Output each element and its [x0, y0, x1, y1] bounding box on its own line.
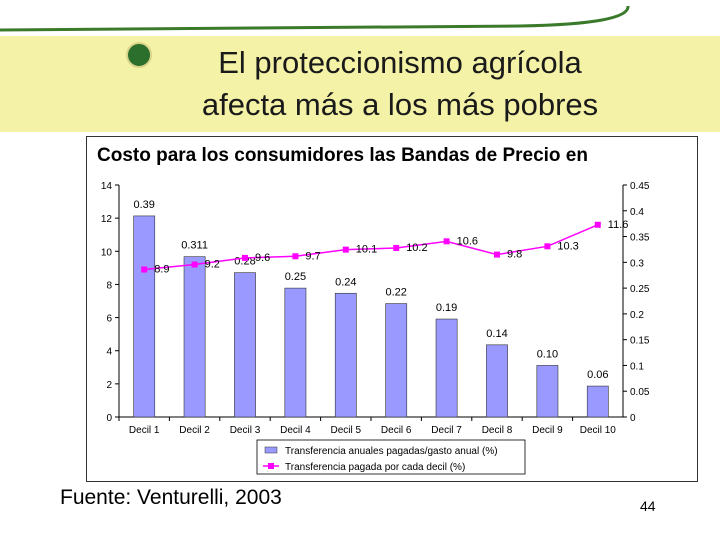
x-tick-label: Decil 2 [179, 425, 210, 436]
bar [334, 292, 357, 418]
line-data-label: 8.9 [154, 264, 169, 276]
slide-title: El proteccionismo agrícola afecta más a … [120, 42, 680, 126]
right-tick-label: 0.45 [630, 181, 650, 192]
right-tick-label: 0.15 [630, 336, 650, 347]
bar [183, 256, 206, 418]
decorative-curve [0, 5, 630, 32]
globe-bullet-icon [126, 42, 152, 68]
line-data-label: 11.6 [608, 219, 629, 231]
bar-data-label: 0.39 [133, 199, 154, 211]
line-point [494, 251, 500, 258]
line-point [141, 266, 148, 273]
line-data-label: 10.3 [557, 240, 578, 252]
bar-data-label: 0.06 [587, 369, 608, 381]
legend-bar-label: Transferencia anuales pagadas/gasto anua… [285, 446, 498, 457]
bar [133, 215, 156, 418]
bar-data-label: 0.24 [335, 276, 356, 288]
line-point [242, 254, 248, 261]
legend-box [256, 439, 526, 475]
page-number: 44 [640, 498, 656, 514]
bar-data-label: 0.22 [385, 287, 406, 299]
line-point [544, 243, 551, 250]
x-tick-label: Decil 8 [482, 425, 513, 436]
left-tick-label: 2 [106, 380, 112, 391]
bar [486, 344, 508, 418]
bar [586, 385, 609, 418]
left-tick-label: 0 [106, 413, 112, 424]
line-data-label: 10.2 [406, 242, 427, 254]
x-tick-label: Decil 7 [431, 425, 462, 436]
line-data-label: 9.7 [305, 250, 320, 262]
bar-data-label: 0.19 [436, 302, 457, 314]
line-data-label: 10.6 [457, 235, 478, 247]
chart-title: Costo para los consumidores las Bandas d… [97, 145, 588, 166]
left-tick-label: 8 [106, 280, 112, 291]
line-point [443, 238, 450, 245]
x-tick-label: Decil 3 [230, 425, 261, 436]
x-tick-label: Decil 10 [580, 425, 617, 436]
source-note: Fuente: Venturelli, 2003 [60, 486, 282, 509]
title-band [0, 36, 720, 132]
bar-data-label: 0.25 [285, 271, 306, 283]
bar-data-label: 0.10 [537, 348, 558, 360]
line-point [292, 253, 299, 260]
bar [536, 365, 559, 418]
left-tick-label: 12 [101, 214, 113, 225]
x-tick-label: Decil 9 [532, 425, 563, 436]
right-tick-label: 0.3 [630, 258, 644, 269]
x-tick-label: Decil 6 [381, 425, 412, 436]
slide-title-line1: El proteccionismo agrícola [218, 45, 582, 80]
right-tick-label: 0.2 [630, 310, 644, 321]
legend-line-label: Transferencia pagada por cada decil (%) [285, 462, 465, 473]
x-tick-label: Decil 5 [331, 425, 362, 436]
bar [284, 287, 307, 418]
x-tick-label: Decil 4 [280, 425, 311, 436]
legend-line-marker [268, 463, 274, 469]
legend-bar-swatch [264, 446, 278, 454]
bar [234, 272, 256, 418]
bar [385, 303, 408, 418]
left-tick-label: 6 [106, 314, 112, 325]
right-tick-label: 0 [630, 413, 636, 424]
left-tick-label: 10 [101, 247, 113, 258]
line-point [594, 221, 601, 228]
line-data-label: 9.6 [255, 252, 270, 264]
line-point [393, 244, 400, 251]
left-tick-label: 4 [106, 347, 112, 358]
right-tick-label: 0.4 [630, 207, 644, 218]
right-tick-label: 0.35 [630, 233, 650, 244]
left-tick-label: 14 [101, 181, 113, 192]
line-point [342, 246, 349, 253]
right-tick-label: 0.25 [630, 284, 650, 295]
line-point [191, 261, 198, 268]
combo-chart: 0 2 4 6 8 10 12 14 0 0.05 0.1 0.15 0.2 0.25 0.3 0.35 0.4… [101, 181, 650, 475]
line-series [144, 224, 599, 271]
right-tick-label: 0.05 [630, 387, 650, 398]
right-tick-label: 0.1 [630, 361, 644, 372]
bar-data-label: 0.311 [181, 240, 208, 252]
line-data-label: 10.1 [356, 244, 377, 256]
slide-title-line2: afecta más a los más pobres [201, 87, 599, 122]
bar [435, 318, 458, 418]
line-data-label: 9.8 [507, 249, 522, 261]
bar-data-label: 0.14 [486, 328, 507, 340]
chart-panel: Costo para los consumidores las Bandas d… [86, 136, 698, 482]
line-data-label: 9.2 [205, 259, 220, 271]
x-tick-label: Decil 1 [129, 425, 160, 436]
